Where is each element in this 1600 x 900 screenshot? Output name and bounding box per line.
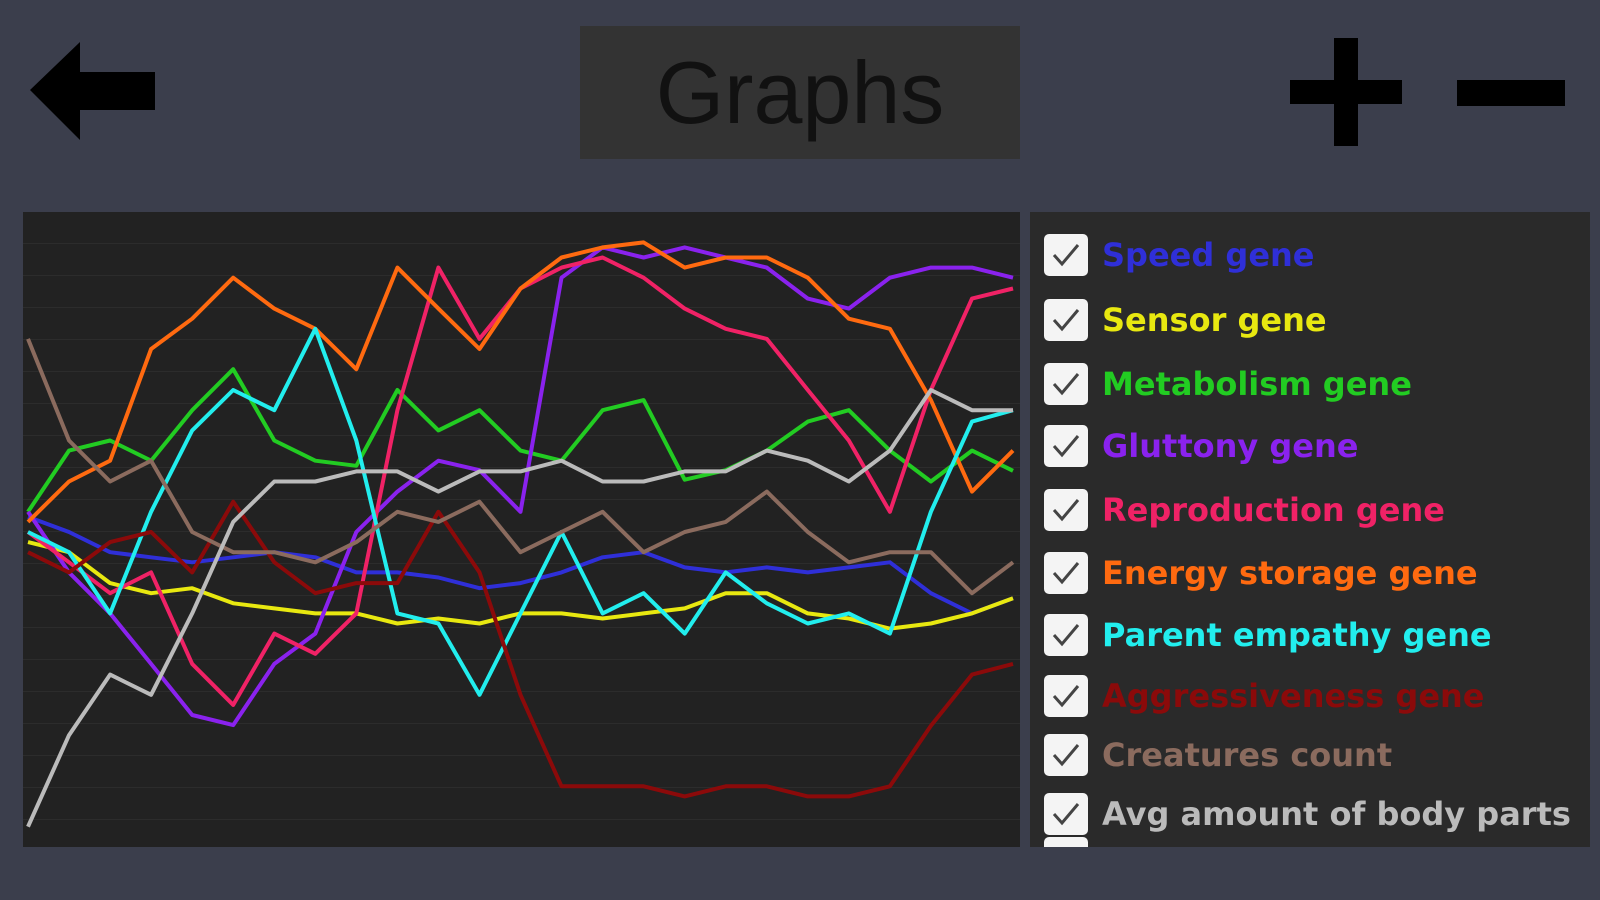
plot-area (23, 212, 1020, 847)
legend-item: Sensor gene (1044, 297, 1327, 343)
checkbox[interactable] (1044, 734, 1088, 776)
series-line (27, 499, 1014, 799)
series-line (26, 338, 1015, 596)
legend-item: Aggressiveness gene (1044, 673, 1485, 719)
legend-label: Energy storage gene (1102, 554, 1478, 592)
series-line (26, 388, 1013, 828)
check-mark (1052, 685, 1080, 708)
legend-label: Aggressiveness gene (1102, 677, 1485, 715)
page-title: Graphs (655, 42, 945, 142)
legend-item: Gluttony gene (1044, 423, 1358, 469)
checkbox[interactable] (1044, 299, 1088, 341)
legend-label: Parent empathy gene (1102, 616, 1492, 654)
legend-item: Reproduction gene (1044, 487, 1445, 533)
legend-label: Creatures count (1102, 736, 1393, 774)
back-button[interactable] (30, 42, 160, 142)
legend-item: Creatures count (1044, 732, 1392, 778)
series-line (26, 367, 1014, 513)
series-line (26, 245, 1014, 728)
legend-item: Parent empathy gene (1044, 612, 1492, 658)
checkbox[interactable] (1044, 552, 1088, 594)
series-line (27, 515, 1014, 616)
zoom-out-button[interactable] (1457, 80, 1565, 106)
chart (26, 240, 1015, 828)
checkbox[interactable] (1044, 425, 1088, 467)
check-mark (1052, 309, 1080, 332)
legend-item: Energy storage gene (1044, 550, 1478, 596)
checkbox[interactable] (1044, 837, 1088, 847)
check-mark (1052, 744, 1080, 767)
legend-label: Metabolism gene (1102, 365, 1412, 403)
legend-label: Reproduction gene (1102, 491, 1445, 529)
checkbox[interactable] (1044, 675, 1088, 717)
check-mark (1052, 624, 1080, 647)
series-line (27, 326, 1014, 697)
checkbox[interactable] (1044, 363, 1088, 405)
check-mark (1052, 499, 1080, 522)
series-line (26, 240, 1015, 524)
check-mark (1052, 373, 1080, 396)
legend-label: Gluttony gene (1102, 427, 1359, 465)
legend-item: Avg amount of body parts (1044, 791, 1571, 837)
legend: Speed gene Sensor gene Metabolism gene Glut… (1030, 212, 1590, 847)
check-mark (1052, 562, 1080, 585)
checkbox[interactable] (1044, 234, 1088, 276)
title-box: Graphs (580, 26, 1020, 159)
checkbox[interactable] (1044, 793, 1088, 835)
legend-label: Sensor gene (1102, 301, 1327, 339)
zoom-in-button[interactable] (1290, 38, 1402, 146)
legend-label: Avg amount of body parts (1102, 795, 1571, 833)
check-mark (1052, 435, 1080, 458)
check-mark (1052, 803, 1080, 826)
checkbox[interactable] (1044, 489, 1088, 531)
checkbox[interactable] (1044, 614, 1088, 656)
legend-label: Speed gene (1102, 236, 1315, 274)
check-mark (1052, 244, 1080, 267)
legend-item: Metabolism gene (1044, 361, 1412, 407)
legend-item: Speed gene (1044, 232, 1315, 278)
